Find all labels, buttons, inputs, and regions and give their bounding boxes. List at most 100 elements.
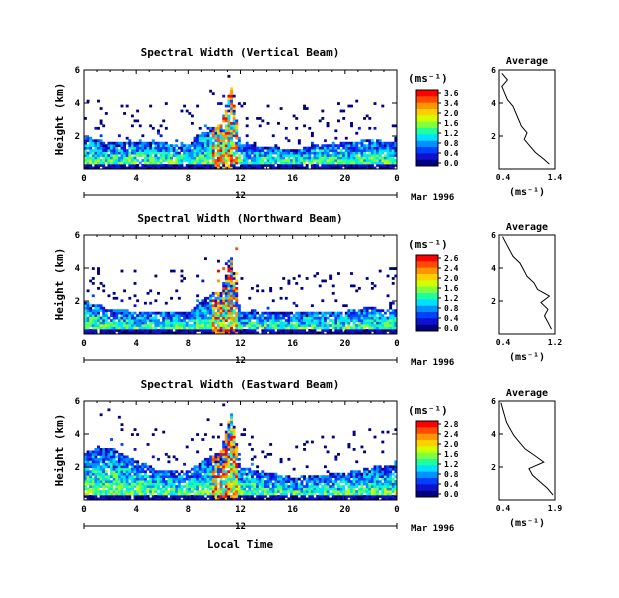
heatmap-cell <box>303 107 307 110</box>
heatmap-cell <box>123 495 127 498</box>
heatmap-cell <box>196 159 200 162</box>
heatmap-cell <box>130 151 134 155</box>
average-x-label: (ms⁻¹) <box>509 352 545 363</box>
heatmap-cell <box>323 156 327 160</box>
heatmap-cell <box>318 477 322 481</box>
heatmap-cell <box>89 470 93 474</box>
heatmap-cell <box>219 311 223 315</box>
heatmap-cell <box>277 311 280 315</box>
heatmap-cell <box>136 467 140 471</box>
heatmap-cell <box>112 455 116 459</box>
heatmap-cell <box>190 149 194 152</box>
heatmap-cell <box>269 161 273 165</box>
heatmap-cell <box>245 124 249 128</box>
heatmap-cell <box>250 435 254 439</box>
heatmap-cell <box>253 487 257 491</box>
heatmap-cell <box>188 492 192 496</box>
heatmap-cell <box>227 428 231 431</box>
heatmap-cell <box>227 438 231 441</box>
heatmap-cell <box>290 487 293 491</box>
heatmap-cell <box>227 329 231 332</box>
heatmap-cell <box>201 487 205 491</box>
heatmap-cell <box>224 131 228 135</box>
heatmap-cell <box>383 329 387 332</box>
heatmap-cell <box>237 304 241 308</box>
heatmap-cell <box>177 316 181 320</box>
heatmap-cell <box>250 156 254 160</box>
heatmap-cell <box>376 141 380 145</box>
heatmap-cell <box>321 435 325 439</box>
heatmap-cell <box>203 146 207 150</box>
heatmap-cell <box>337 331 340 335</box>
heatmap-cell <box>138 316 142 320</box>
heatmap-cell <box>190 319 194 322</box>
heatmap-cell <box>107 294 111 298</box>
heatmap-cell <box>300 480 304 483</box>
heatmap-cell <box>112 324 116 327</box>
heatmap-cell <box>269 480 273 483</box>
heatmap-cell <box>154 319 158 322</box>
heatmap-cell <box>303 331 307 335</box>
colorbar-swatch <box>416 490 438 498</box>
heatmap-cell <box>381 144 385 148</box>
heatmap-cell <box>123 316 127 320</box>
heatmap-cell <box>326 326 330 330</box>
heatmap-cell <box>370 480 374 483</box>
heatmap-cell <box>365 472 369 476</box>
heatmap-cell <box>287 316 291 320</box>
heatmap-cell <box>133 331 137 335</box>
heatmap-cell <box>357 126 361 130</box>
colorbar-tick-label: 0.4 <box>444 149 459 158</box>
heatmap-cell <box>334 164 338 167</box>
heatmap-cell <box>141 495 145 498</box>
heatmap-cell <box>235 331 239 335</box>
heatmap-cell <box>274 166 278 170</box>
heatmap-cell <box>386 467 390 471</box>
heatmap-cell <box>146 166 150 170</box>
heatmap-cell <box>378 470 382 474</box>
heatmap-cell <box>313 149 317 152</box>
heatmap-cell <box>151 141 155 145</box>
heatmap-cell <box>389 495 393 498</box>
heatmap-cell <box>347 154 351 157</box>
heatmap-cell <box>381 309 385 313</box>
heatmap-cell <box>237 306 241 310</box>
colorbar-swatch <box>416 484 438 491</box>
heatmap-cell <box>337 477 340 481</box>
heatmap-cell <box>214 321 218 325</box>
heatmap-cell <box>347 490 351 493</box>
panel-title: Spectral Width (Eastward Beam) <box>141 378 340 391</box>
heatmap-cell <box>386 497 390 501</box>
heatmap-cell <box>230 124 233 128</box>
heatmap-cell <box>230 141 233 145</box>
heatmap-cell <box>107 156 111 160</box>
heatmap-cell <box>206 149 210 152</box>
heatmap-cell <box>133 304 137 308</box>
heatmap-cell <box>211 159 215 162</box>
heatmap-cell <box>183 319 187 322</box>
heatmap-cell <box>177 311 181 315</box>
heatmap-cell <box>326 492 330 496</box>
heatmap-cell <box>253 326 257 330</box>
heatmap-cell <box>232 294 236 298</box>
heatmap-cell <box>102 326 106 330</box>
heatmap-cell <box>125 151 129 155</box>
heatmap-cell <box>224 104 228 108</box>
heatmap-cell <box>287 490 291 493</box>
heatmap-cell <box>230 272 233 275</box>
heatmap-cell <box>227 166 231 170</box>
heatmap-cell <box>172 492 176 496</box>
heatmap-cell <box>190 151 194 155</box>
heatmap-cell <box>102 164 106 167</box>
heatmap-cell <box>245 164 249 167</box>
heatmap-cell <box>196 164 200 167</box>
heatmap-cell <box>292 156 296 160</box>
heatmap-cell <box>370 490 374 493</box>
heatmap-cell <box>232 467 236 471</box>
heatmap-cell <box>193 164 197 167</box>
heatmap-cell <box>376 324 380 327</box>
heatmap-cell <box>261 472 265 476</box>
heatmap-cell <box>282 154 286 157</box>
heatmap-cell <box>230 470 233 474</box>
heatmap-cell <box>329 485 333 488</box>
